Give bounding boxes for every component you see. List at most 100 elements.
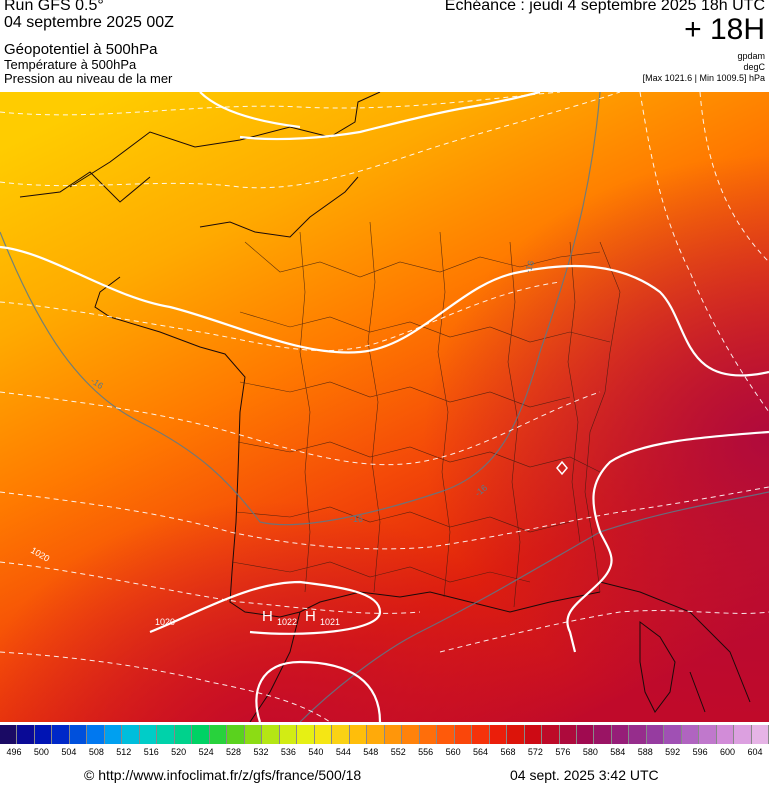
scale-swatch: [664, 725, 682, 744]
field-pressure: Pression au niveau de la mer: [4, 71, 173, 86]
scale-swatch: [576, 725, 595, 744]
source-credit: © http://www.infoclimat.fr/z/gfs/france/…: [84, 767, 362, 783]
high-value-2: 1021: [320, 617, 340, 627]
scale-swatch: [122, 725, 140, 744]
scale-swatch: [244, 725, 263, 744]
scale-label: 496: [6, 747, 22, 757]
scale-label: 604: [747, 747, 763, 757]
scale-swatch: [0, 725, 18, 744]
scale-swatch: [594, 725, 612, 744]
scale-label: 572: [527, 747, 543, 757]
scale-swatch: [472, 725, 490, 744]
scale-label: 536: [280, 747, 296, 757]
scale-swatch: [629, 725, 647, 744]
scale-swatch: [751, 725, 769, 744]
weather-map: 1020 1020 H 1022 H 1021 -16 -16 -16 -16: [0, 92, 769, 722]
unit-temperature: degC: [743, 62, 765, 72]
scale-swatch: [524, 725, 543, 744]
scale-label: 600: [720, 747, 736, 757]
scale-swatch: [192, 725, 210, 744]
scale-swatch: [384, 725, 403, 744]
scale-swatch: [157, 725, 175, 744]
scale-swatch: [402, 725, 420, 744]
scale-swatch: [559, 725, 577, 744]
scale-swatch: [314, 725, 333, 744]
scale-label: 516: [143, 747, 159, 757]
scale-swatch: [367, 725, 385, 744]
high-marker-2: H: [305, 608, 316, 625]
scale-label: 512: [116, 747, 132, 757]
color-scale: [0, 725, 769, 744]
scale-swatch: [279, 725, 298, 744]
scale-label: 564: [473, 747, 489, 757]
scale-label: 576: [555, 747, 571, 757]
scale-label: 552: [390, 747, 406, 757]
scale-swatch: [699, 725, 717, 744]
scale-swatch: [209, 725, 228, 744]
scale-swatch: [69, 725, 88, 744]
scale-swatch: [87, 725, 105, 744]
scale-label: 548: [363, 747, 379, 757]
scale-swatch: [542, 725, 560, 744]
coastlines: [19, 92, 751, 722]
scale-label: 592: [665, 747, 681, 757]
scale-label: 584: [610, 747, 626, 757]
isotherm-label-3: -16: [350, 514, 363, 524]
scale-swatch: [507, 725, 525, 744]
geopotential-lines: [0, 92, 769, 722]
scale-label: 596: [692, 747, 708, 757]
scale-swatch: [419, 725, 438, 744]
isotherms: [0, 92, 769, 722]
field-temperature: Température à 500hPa: [4, 57, 137, 72]
scale-label: 500: [33, 747, 49, 757]
scale-swatch: [34, 725, 53, 744]
isotherm-label-2: -16: [522, 259, 536, 275]
scale-label: 524: [198, 747, 214, 757]
scale-label: 532: [253, 747, 269, 757]
scale-swatch: [716, 725, 735, 744]
scale-label: 568: [500, 747, 516, 757]
scale-swatch: [734, 725, 752, 744]
scale-swatch: [454, 725, 473, 744]
scale-swatch: [297, 725, 315, 744]
scale-label: 508: [88, 747, 104, 757]
field-geopotential: Géopotentiel à 500hPa: [4, 41, 158, 58]
run-date: 04 septembre 2025 00Z: [4, 14, 174, 31]
scale-label: 580: [582, 747, 598, 757]
scale-swatch: [174, 725, 193, 744]
scale-swatch: [332, 725, 350, 744]
scale-swatch: [227, 725, 245, 744]
scale-swatch: [349, 725, 368, 744]
scale-swatch: [52, 725, 70, 744]
scale-swatch: [489, 725, 508, 744]
scale-swatch: [17, 725, 35, 744]
unit-geopotential: gpdam: [737, 51, 765, 61]
scale-label: 540: [308, 747, 324, 757]
scale-label: 556: [418, 747, 434, 757]
pressure-range: [Max 1021.6 | Min 1009.5] hPa: [642, 73, 765, 83]
scale-swatch: [437, 725, 455, 744]
isobar-label-1020-south: 1020: [155, 617, 175, 627]
lead-time: + 18H: [684, 13, 765, 46]
run-title: Run GFS 0.5°: [4, 0, 104, 14]
scale-label: 544: [335, 747, 351, 757]
isobars: [0, 92, 769, 722]
generation-timestamp: 04 sept. 2025 3:42 UTC: [510, 767, 659, 783]
scale-swatch: [681, 725, 700, 744]
color-scale-labels: 496 500 504 508 512 516 520 524 528 532 536 540 544 5…: [0, 747, 769, 759]
scale-label: 588: [637, 747, 653, 757]
scale-swatch: [646, 725, 665, 744]
scale-swatch: [104, 725, 123, 744]
station-marker: [556, 460, 568, 476]
scale-swatch: [139, 725, 158, 744]
scale-label: 520: [171, 747, 187, 757]
scale-label: 504: [61, 747, 77, 757]
forecast-time: Echéance : jeudi 4 septembre 2025 18h UT…: [444, 0, 765, 14]
high-marker-1: H: [262, 608, 273, 625]
scale-label: 560: [445, 747, 461, 757]
scale-label: 528: [226, 747, 242, 757]
high-value-1: 1022: [277, 617, 297, 627]
department-borders: [231, 221, 621, 608]
scale-swatch: [262, 725, 280, 744]
scale-swatch: [611, 725, 630, 744]
